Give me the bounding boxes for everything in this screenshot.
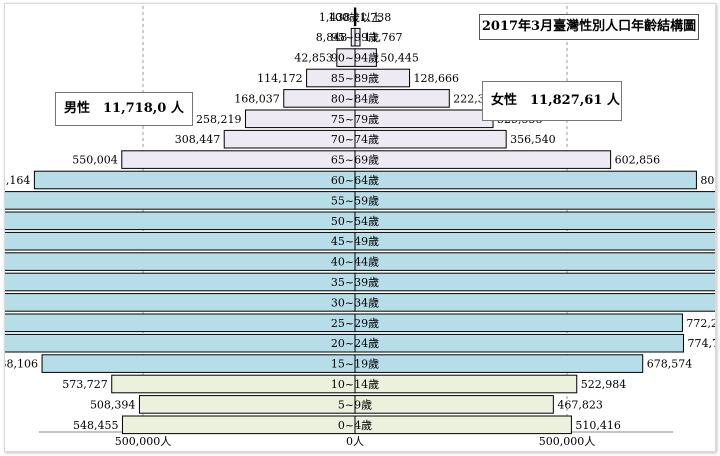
female-value-label: 128,666 [414,72,460,85]
female-bar [354,293,715,312]
male-bar [5,252,356,271]
male-value-label: 42,853 [294,52,333,65]
female-value-label: 1,738 [360,11,392,24]
male-bar [138,395,356,414]
age-group-label: 30~34歲 [331,295,379,309]
female-bar [354,231,715,251]
female-value-label: 772,251 [686,317,715,330]
male-bar [5,191,356,210]
male-bar [111,374,356,394]
female-bar [354,89,450,108]
age-group-label: 65~69歲 [331,153,379,167]
female-bar [354,48,377,67]
male-value-label: 550,004 [72,154,118,167]
male-bar [121,150,356,169]
age-group-label: 35~39歲 [331,275,379,289]
female-value-label: 805,262 [700,174,715,187]
female-bar [354,395,554,414]
male-bar [33,170,356,190]
age-group-label: 10~14歲 [331,377,379,391]
female-value-label: 356,540 [510,133,556,146]
x-tick-label: 500,000人 [539,435,596,448]
female-value-label: 50,445 [380,52,419,65]
female-bar [354,129,507,149]
male-bar [121,415,356,435]
male-total-label: 男性 11,718,0 人 [55,92,193,126]
female-value-label: 522,984 [581,378,627,391]
female-value-label: 678,574 [647,358,693,371]
female-bar [354,211,715,231]
male-bar [5,313,356,333]
age-group-label: 55~59歲 [331,193,379,207]
male-value-label: 258,219 [196,113,242,126]
female-bar [354,374,578,394]
female-bar [354,252,715,271]
age-group-label: 45~49歲 [331,234,379,248]
male-value-label: 508,394 [90,398,136,411]
female-bar [354,272,715,292]
male-value-label: 756,164 [5,174,30,187]
male-bar [41,354,356,373]
female-bar [354,27,361,47]
female-bar [354,191,715,210]
age-group-label: 95~99歲 [331,30,379,44]
female-value-label: 602,856 [615,154,661,167]
female-value-label: 510,416 [575,419,621,432]
age-group-label: 25~29歲 [331,316,379,330]
male-value-label: 114,172 [257,72,303,85]
chart-title: 2017年3月臺灣性別人口年齡結構圖 [479,14,699,40]
age-group-label: 15~19歲 [331,357,379,371]
male-value-label: 738,106 [5,358,38,371]
age-group-label: 90~94歲 [331,51,379,65]
male-bar [5,211,356,231]
female-bar [354,313,683,333]
age-group-label: 20~24歲 [331,336,379,350]
female-bar [354,333,684,353]
male-bar [5,231,356,251]
female-value-label: 11,767 [364,31,403,44]
age-group-label: 5~9歲 [338,397,372,411]
male-value-label: 548,455 [73,419,119,432]
female-bar [354,150,612,169]
male-bar [5,293,356,312]
male-bar [5,272,356,292]
male-value-label: 1,438 [319,11,351,24]
female-value-label: 774,733 [687,337,715,350]
age-group-label: 60~64歲 [331,173,379,187]
female-bar [354,170,697,190]
female-value-label: 467,823 [557,398,603,411]
x-tick-label: 500,000人 [115,435,172,448]
x-tick-label: 0人 [346,435,364,448]
chart-frame: 1,438 1,738 100歲以上 8,848 11,767 95~99歲 42,853 5… [4,3,716,452]
age-group-label: 100歲以上 [328,10,382,24]
age-group-label: 50~54歲 [331,214,379,228]
age-group-label: 70~74歲 [331,132,379,146]
female-bar [354,68,411,88]
male-value-label: 308,447 [175,133,221,146]
female-bar [354,415,572,435]
male-value-label: 8,848 [316,31,348,44]
male-value-label: 573,727 [62,378,108,391]
female-total-label: 女性 11,827,61 人 [482,81,622,121]
age-group-label: 0~4歲 [338,418,372,432]
male-value-label: 168,037 [234,92,280,105]
age-group-label: 75~79歲 [331,112,379,126]
age-group-label: 40~44歲 [331,255,379,269]
age-group-label: 85~89歲 [331,71,379,85]
male-bar [5,333,356,353]
age-group-label: 80~84歲 [331,91,379,105]
female-bar [354,354,644,373]
female-bar [354,7,357,27]
